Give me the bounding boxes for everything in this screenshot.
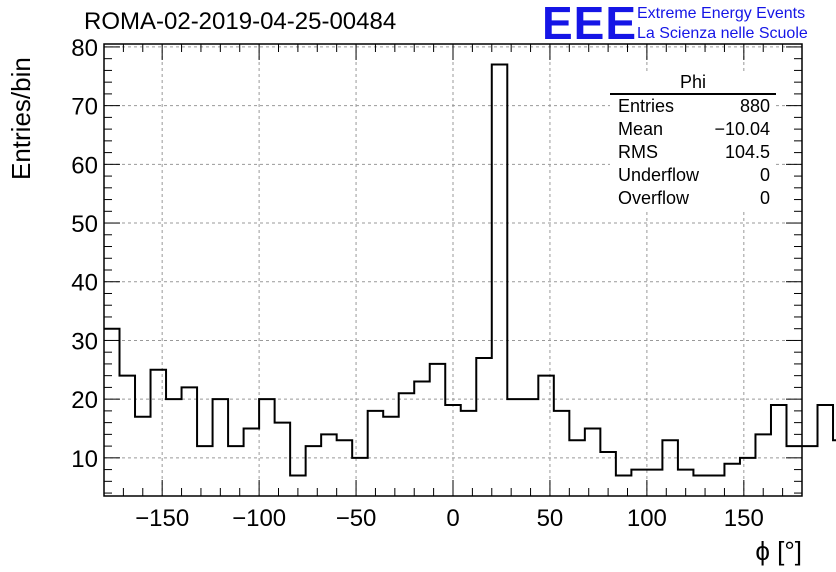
y-tick-label: 30 (71, 328, 98, 355)
stats-label: RMS (618, 142, 658, 162)
stats-value: 104.5 (724, 142, 770, 162)
plot-frame (103, 43, 803, 497)
stats-label: Entries (618, 96, 675, 116)
stats-row-mean: Mean −10.04 (610, 118, 776, 141)
stats-value: 0 (759, 188, 770, 208)
x-tick-label: −150 (135, 505, 189, 532)
x-axis-label: ϕ [°] (755, 536, 802, 566)
stats-box: Phi Entries 880 Mean −10.04 RMS 104.5 Un… (610, 72, 776, 210)
y-tick-label: 50 (71, 211, 98, 238)
stats-row-rms: RMS 104.5 (610, 141, 776, 164)
y-tick-label: 60 (71, 152, 98, 179)
logo-text: Extreme Energy Events La Scienza nelle S… (637, 4, 808, 44)
histogram-line (104, 63, 836, 477)
axis-ticks (104, 44, 802, 496)
stats-value: 880 (739, 96, 770, 116)
stats-row-entries: Entries 880 (610, 95, 776, 118)
stats-label: Mean (618, 119, 664, 139)
x-tick-label: 50 (537, 505, 564, 532)
y-tick-label: 80 (71, 35, 98, 62)
eee-logo: EEE (542, 0, 638, 49)
x-tick-label: −100 (232, 505, 286, 532)
stats-title: Phi (610, 72, 776, 95)
y-tick-label: 10 (71, 446, 98, 473)
tick-labels: −150 −100 −50 0 50 100 150 10 20 30 40 50 60 70 80 (71, 35, 764, 532)
x-tick-label: 150 (724, 505, 764, 532)
stats-label: Overflow (618, 188, 690, 208)
stats-row-overflow: Overflow 0 (610, 187, 776, 210)
plot-title: ROMA-02-2019-04-25-00484 (84, 8, 397, 35)
y-tick-label: 40 (71, 270, 98, 297)
x-tick-label: −50 (336, 505, 377, 532)
y-tick-label: 70 (71, 94, 98, 121)
y-axis-label: Entries/bin (6, 57, 36, 180)
x-tick-label: 100 (627, 505, 667, 532)
stats-row-underflow: Underflow 0 (610, 164, 776, 187)
logo-line-1: Extreme Energy Events (637, 5, 806, 22)
x-tick-label: 0 (446, 505, 459, 532)
y-tick-label: 20 (71, 387, 98, 414)
logo-line-2: La Scienza nelle Scuole (637, 25, 808, 42)
stats-value: 0 (759, 165, 770, 185)
stats-label: Underflow (618, 165, 700, 185)
stats-value: −10.04 (714, 119, 770, 139)
